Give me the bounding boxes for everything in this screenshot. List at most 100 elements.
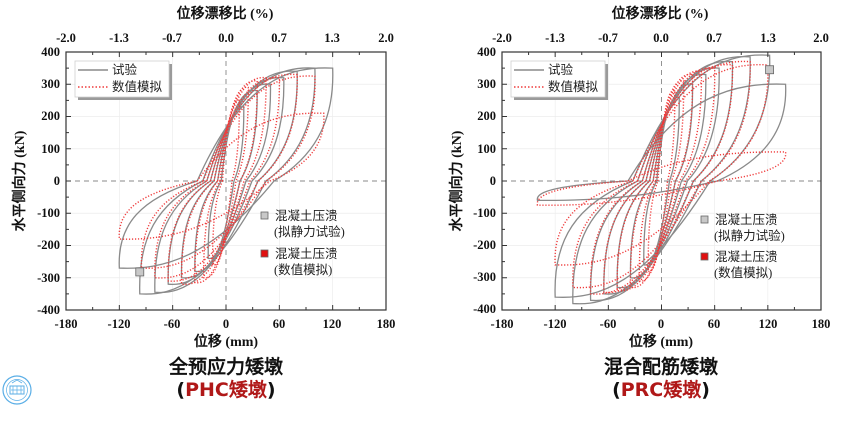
marker-legend-sim-line1: 混凝土压溃 xyxy=(715,249,778,264)
top-axis-ticks: -2.0 -1.3 -0.7 0.0 0.7 1.3 2.0 xyxy=(56,31,394,45)
crush-point-marker xyxy=(765,65,775,75)
x-tick-label: 120 xyxy=(759,317,778,331)
sim-loop xyxy=(647,89,676,273)
legend-label-test: 试验 xyxy=(548,62,574,77)
y-tick-label: 200 xyxy=(477,109,496,123)
line-legend: 试验 数值模拟 xyxy=(74,60,172,100)
caption-paren-open: ( xyxy=(612,379,621,401)
sim-loop xyxy=(140,75,316,269)
top-tick-label: 1.3 xyxy=(324,31,340,45)
test-loop xyxy=(139,67,316,295)
university-seal-icon xyxy=(2,375,32,405)
y-tick-label: -100 xyxy=(37,206,60,220)
legend-box xyxy=(74,60,170,98)
top-tick-label: 0.7 xyxy=(271,31,287,45)
test-loop xyxy=(167,76,285,286)
x-tick-label: 180 xyxy=(812,317,831,331)
marker-legend-test-line1: 混凝土压溃 xyxy=(275,208,338,223)
marker-legend-sim-line2: (数值模拟) xyxy=(714,265,772,280)
plot-area xyxy=(501,51,822,311)
sim-loop xyxy=(194,80,258,284)
caption-title: 全预应力矮墩 xyxy=(168,356,283,378)
sim-loop xyxy=(536,151,787,206)
phc-caption: 全预应力矮墩 (PHC矮墩) xyxy=(126,356,326,402)
y-axis-ticks: 400 300 200 100 0 -100 -200 -300 -400 xyxy=(37,45,60,317)
top-tick-label: -0.7 xyxy=(162,31,182,45)
x-axis-label: 位移 (mm) xyxy=(194,333,258,350)
legend-label-sim: 数值模拟 xyxy=(548,79,599,94)
x-tick-label: -180 xyxy=(491,317,514,331)
x-tick-label: 60 xyxy=(708,317,721,331)
y-tick-label: -400 xyxy=(473,302,496,316)
marker-legend-test-line2: (拟静力试验) xyxy=(274,224,345,239)
caption-paren-close: ) xyxy=(266,379,276,401)
marker-legend-test-line1: 混凝土压溃 xyxy=(715,212,778,227)
x-tick-label: 180 xyxy=(377,317,396,331)
top-axis-ticks: -2.0 -1.3 -0.7 0.0 0.7 1.3 2.0 xyxy=(492,31,829,45)
x-axis-label: 位移 (mm) xyxy=(629,333,693,350)
x-tick-label: 0 xyxy=(658,317,664,331)
top-axis-label: 位移漂移比 (%) xyxy=(612,5,709,22)
y-tick-label: -300 xyxy=(473,270,496,284)
y-tick-label: -100 xyxy=(473,206,496,220)
sim-loop xyxy=(554,63,769,266)
top-axis-label: 位移漂移比 (%) xyxy=(177,5,274,22)
x-axis-ticks: -180 -120 -60 0 60 120 180 xyxy=(491,317,831,331)
y-tick-label: -200 xyxy=(473,238,496,252)
sim-loop xyxy=(154,73,298,279)
top-tick-label: 0.0 xyxy=(653,31,669,45)
sim-loop xyxy=(180,76,267,286)
sim-loop xyxy=(118,112,325,240)
legend-label-test: 试验 xyxy=(112,62,138,77)
y-axis-label: 水平侧向力 (kN) xyxy=(448,130,465,231)
test-loop xyxy=(118,67,334,269)
y-tick-label: 400 xyxy=(477,45,496,59)
top-tick-label: -2.0 xyxy=(492,31,512,45)
y-tick-label: -300 xyxy=(37,271,60,285)
legend-box xyxy=(510,60,606,98)
marker-legend: 混凝土压溃 (拟静力试验) 混凝土压溃 (数值模拟) xyxy=(260,208,345,277)
y-tick-label: 300 xyxy=(41,77,60,91)
marker-legend-test-line2: (拟静力试验) xyxy=(714,228,785,243)
top-tick-label: -1.3 xyxy=(545,31,565,45)
legend-marker-sim xyxy=(700,252,709,261)
y-tick-label: 200 xyxy=(41,109,60,123)
caption-subtitle: (PRC矮墩) xyxy=(561,379,761,402)
test-loop xyxy=(572,55,751,305)
x-tick-label: -120 xyxy=(544,317,567,331)
top-tick-label: -1.3 xyxy=(109,31,129,45)
marker-legend: 混凝土压溃 (拟静力试验) 混凝土压溃 (数值模拟) xyxy=(700,212,785,280)
sim-loop xyxy=(629,73,694,289)
prc-hysteresis-chart: 位移漂移比 (%) -2.0 -1.3 -0.7 0.0 0.7 1.3 2.0… xyxy=(448,5,830,350)
x-tick-label: 60 xyxy=(273,317,286,331)
x-axis-ticks: -180 -120 -60 0 60 120 180 xyxy=(55,317,396,331)
y-tick-label: -400 xyxy=(37,303,60,317)
top-tick-label: 1.3 xyxy=(760,31,776,45)
y-axis-ticks: 400 300 200 100 0 -100 -200 -300 -400 xyxy=(473,45,496,316)
x-tick-label: -120 xyxy=(108,317,131,331)
top-tick-label: -2.0 xyxy=(56,31,76,45)
sim-loop xyxy=(616,70,703,292)
caption-highlight: PRC矮墩 xyxy=(620,379,702,401)
legend-marker-test xyxy=(260,211,269,220)
legend-marker-sim xyxy=(260,249,269,258)
caption-title: 混合配筋矮墩 xyxy=(603,356,718,378)
x-tick-label: 0 xyxy=(223,317,229,331)
caption-paren-close: ) xyxy=(701,379,710,401)
y-tick-label: 0 xyxy=(490,174,496,188)
caption-paren-open: ( xyxy=(176,379,186,401)
x-tick-label: 120 xyxy=(323,317,342,331)
sim-loop xyxy=(603,67,716,294)
phc-hysteresis-chart: 位移漂移比 (%) -2.0 -1.3 -0.7 0.0 0.7 1.3 2.0… xyxy=(11,5,395,350)
legend-label-sim: 数值模拟 xyxy=(112,79,163,94)
y-tick-label: 400 xyxy=(41,45,60,59)
caption-highlight: PHC矮墩 xyxy=(185,379,267,401)
test-loop xyxy=(154,70,298,294)
y-tick-label: 100 xyxy=(477,142,496,156)
marker-legend-sim-line2: (数值模拟) xyxy=(274,262,332,277)
top-tick-label: 2.0 xyxy=(378,31,394,45)
top-tick-label: 2.0 xyxy=(813,31,829,45)
y-tick-label: 300 xyxy=(477,77,496,91)
top-tick-label: 0.0 xyxy=(218,31,234,45)
